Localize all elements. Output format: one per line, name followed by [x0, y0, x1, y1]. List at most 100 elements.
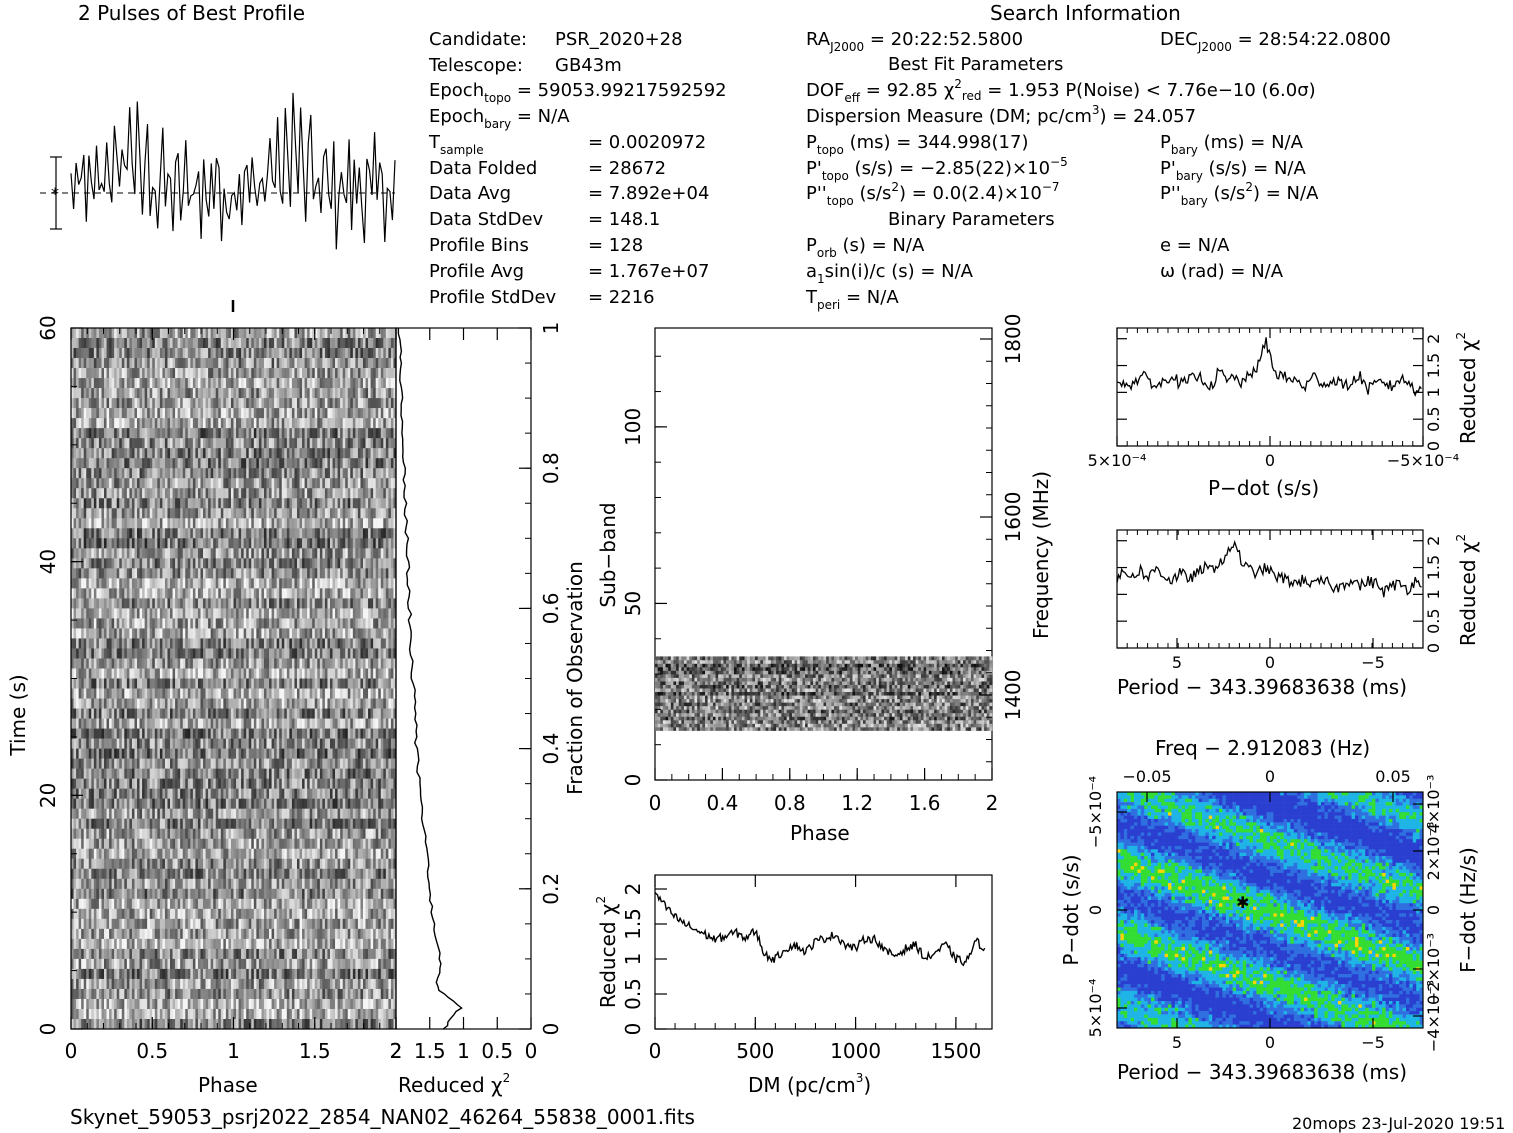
heat-cell	[170, 348, 173, 358]
heat-cell	[289, 358, 292, 368]
heat-cell	[167, 658, 170, 668]
heat-cell	[86, 709, 89, 719]
heat-cell	[297, 648, 300, 658]
heat-cell	[231, 418, 234, 428]
heat-cell	[302, 358, 305, 368]
heat-cell	[292, 458, 295, 468]
heat-cell	[119, 438, 122, 448]
heat-cell	[79, 568, 82, 578]
heat-cell	[256, 628, 259, 638]
heat-cell	[310, 628, 313, 638]
heat-cell	[282, 578, 285, 588]
heat-cell	[167, 558, 170, 568]
heat-cell	[302, 388, 305, 398]
heat-cell	[292, 378, 295, 388]
heat-cell	[206, 378, 209, 388]
heat-cell	[211, 648, 214, 658]
heat-cell	[117, 508, 120, 518]
heat-cell	[117, 418, 120, 428]
heat-cell	[391, 458, 394, 468]
heat-cell	[104, 418, 107, 428]
heat-cell	[91, 518, 94, 528]
heat-cell	[195, 378, 198, 388]
heat-cell	[74, 558, 77, 568]
heat-cell	[104, 358, 107, 368]
heat-cell	[86, 348, 89, 358]
heat-cell	[200, 508, 203, 518]
heat-cell	[137, 588, 140, 598]
heat-cell	[294, 508, 297, 518]
heat-cell	[96, 528, 99, 538]
heat-cell	[200, 518, 203, 528]
profile-plot: *	[40, 93, 395, 249]
heat-cell	[383, 468, 386, 478]
heat-cell	[378, 478, 381, 488]
heat-cell	[137, 618, 140, 628]
heat-cell	[338, 638, 341, 648]
heat-cell	[150, 528, 153, 538]
heat-cell	[388, 679, 391, 689]
heat-cell	[254, 709, 257, 719]
heat-cell	[315, 598, 318, 608]
heat-cell	[99, 498, 102, 508]
heat-cell	[312, 358, 315, 368]
heat-cell	[338, 538, 341, 548]
heat-cell	[96, 488, 99, 498]
heat-cell	[350, 358, 353, 368]
heat-cell	[254, 468, 257, 478]
heat-cell	[81, 568, 84, 578]
heat-cell	[180, 598, 183, 608]
heat-cell	[343, 328, 346, 338]
heat-cell	[231, 668, 234, 678]
heat-cell	[190, 528, 193, 538]
heat-cell	[355, 498, 358, 508]
heat-cell	[246, 648, 249, 658]
heat-cell	[198, 598, 201, 608]
heat-cell	[256, 428, 259, 438]
heat-cell	[289, 388, 292, 398]
heat-cell	[89, 498, 92, 508]
heat-cell	[104, 518, 107, 528]
heat-cell	[294, 588, 297, 598]
heat-cell	[114, 568, 117, 578]
heat-cell	[81, 578, 84, 588]
heat-cell	[353, 638, 356, 648]
heat-cell	[348, 428, 351, 438]
heat-cell	[386, 528, 389, 538]
heat-cell	[193, 448, 196, 458]
heat-cell	[363, 508, 366, 518]
heat-cell	[315, 558, 318, 568]
heat-cell	[282, 398, 285, 408]
heat-cell	[338, 358, 341, 368]
heat-cell	[96, 588, 99, 598]
heat-cell	[305, 368, 308, 378]
heat-cell	[134, 348, 137, 358]
heat-cell	[112, 498, 115, 508]
heat-cell	[264, 648, 267, 658]
heat-cell	[294, 348, 297, 358]
heat-cell	[206, 428, 209, 438]
heat-cell	[231, 528, 234, 538]
heat-cell	[152, 578, 155, 588]
heat-cell	[327, 458, 330, 468]
heat-cell	[236, 568, 239, 578]
heat-cell	[114, 388, 117, 398]
heat-cell	[101, 418, 104, 428]
heat-cell	[175, 558, 178, 568]
heat-cell	[261, 378, 264, 388]
heat-cell	[213, 628, 216, 638]
heat-cell	[335, 478, 338, 488]
heat-cell	[355, 378, 358, 388]
heat-cell	[208, 538, 211, 548]
heat-cell	[190, 699, 193, 709]
heat-cell	[74, 648, 77, 658]
heat-cell	[183, 588, 186, 598]
heat-cell	[117, 538, 120, 548]
heat-cell	[368, 328, 371, 338]
heat-cell	[206, 388, 209, 398]
heat-cell	[274, 348, 277, 358]
heat-cell	[388, 448, 391, 458]
heat-cell	[142, 368, 145, 378]
heat-cell	[335, 338, 338, 348]
heat-cell	[160, 528, 163, 538]
